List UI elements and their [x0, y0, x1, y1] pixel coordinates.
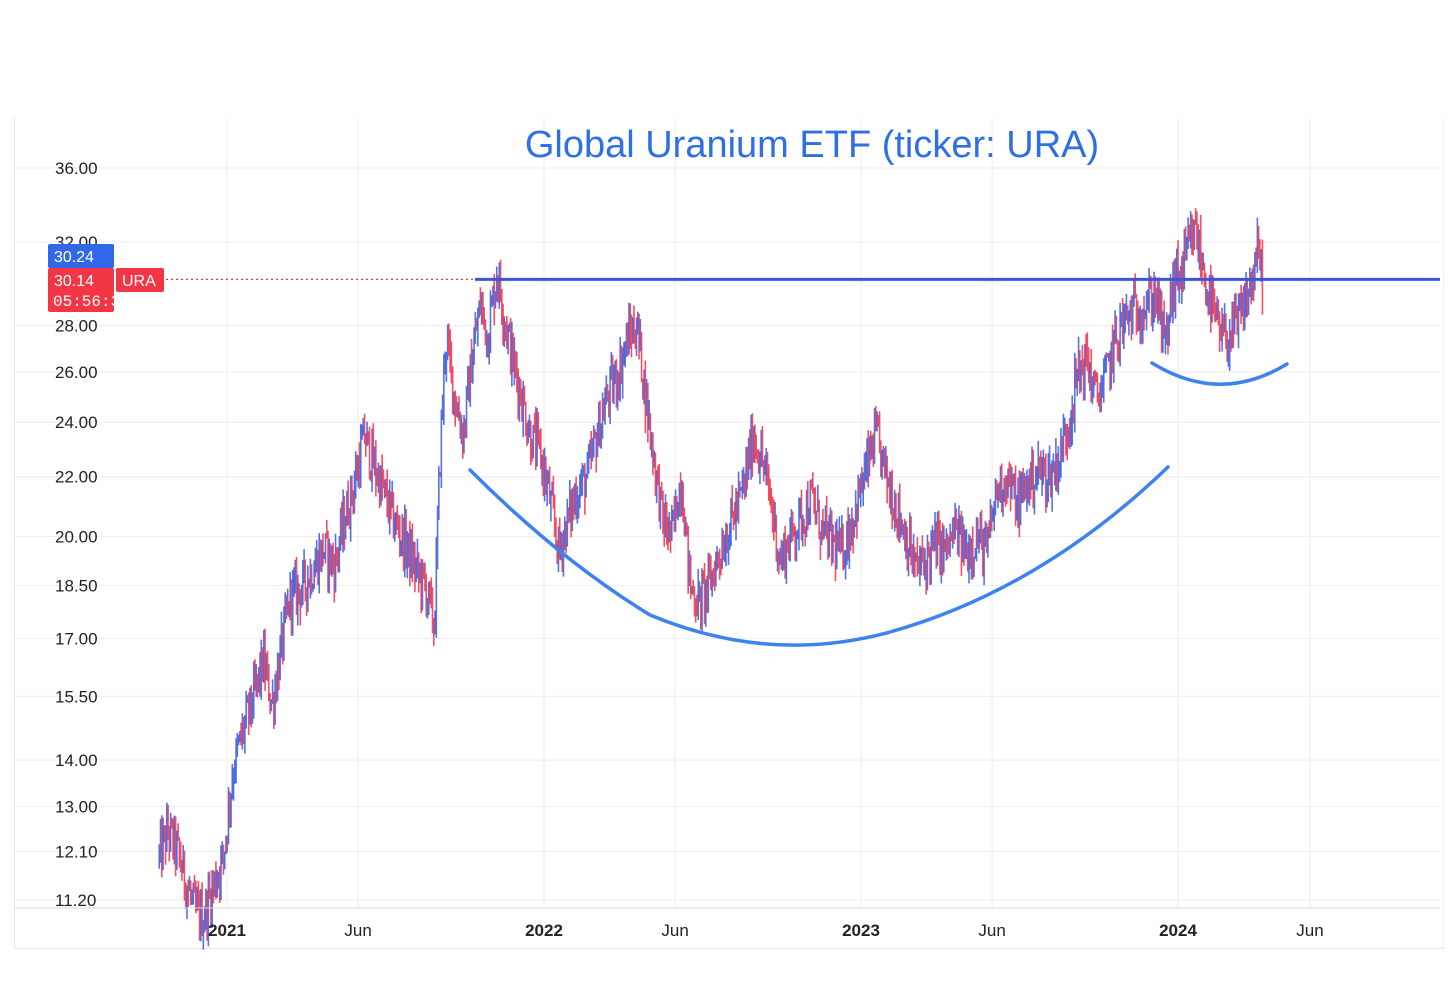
chart-frame: [14, 118, 1444, 949]
y-tick-label: 36.00: [55, 159, 98, 178]
y-tick-label: 20.00: [55, 527, 98, 546]
y-tick-label: 15.50: [55, 687, 98, 706]
y-tick-label: 11.20: [55, 891, 96, 910]
last-price-label: 30.14: [54, 273, 94, 290]
y-tick-label: 12.10: [55, 843, 98, 862]
y-tick-label: 22.00: [55, 468, 98, 487]
y-axis: 36.0032.0028.0026.0024.0022.0020.0018.50…: [55, 159, 98, 910]
y-tick-label: 18.50: [55, 576, 98, 595]
price-series: [158, 208, 1264, 950]
last-price-badge: [48, 268, 114, 312]
price-badges: 30.24 30.14 05:56:30 URA: [48, 244, 164, 312]
chart-title: Global Uranium ETF (ticker: URA): [525, 124, 1099, 166]
handle-arc: [1150, 361, 1289, 386]
x-tick-label: 2022: [525, 921, 563, 940]
current-price-label: 30.24: [54, 249, 94, 266]
x-tick-label: Jun: [344, 921, 371, 940]
cup-arc: [468, 465, 1170, 647]
x-tick-label: 2024: [1159, 921, 1197, 940]
ticker-badge: [116, 268, 164, 292]
y-tick-label: 26.00: [55, 363, 98, 382]
y-tick-label: 13.00: [55, 798, 98, 817]
x-tick-label: 2023: [842, 921, 880, 940]
y-tick-label: 14.00: [55, 751, 98, 770]
x-tick-label: Jun: [661, 921, 688, 940]
y-tick-label: 28.00: [55, 317, 98, 336]
y-tick-label: 24.00: [55, 413, 98, 432]
x-tick-label: Jun: [1296, 921, 1323, 940]
countdown-label: 05:56:30: [53, 293, 130, 311]
current-price-badge: [48, 244, 114, 268]
y-tick-label: 17.00: [55, 629, 98, 648]
x-axis: 2021 Jun 2022 Jun 2023 Jun 2024 Jun: [15, 907, 1440, 940]
x-tick-label: Jun: [978, 921, 1005, 940]
x-tick-label: 2021: [208, 921, 246, 940]
pattern-annotations: [166, 277, 1440, 647]
ticker-label: URA: [122, 273, 156, 290]
